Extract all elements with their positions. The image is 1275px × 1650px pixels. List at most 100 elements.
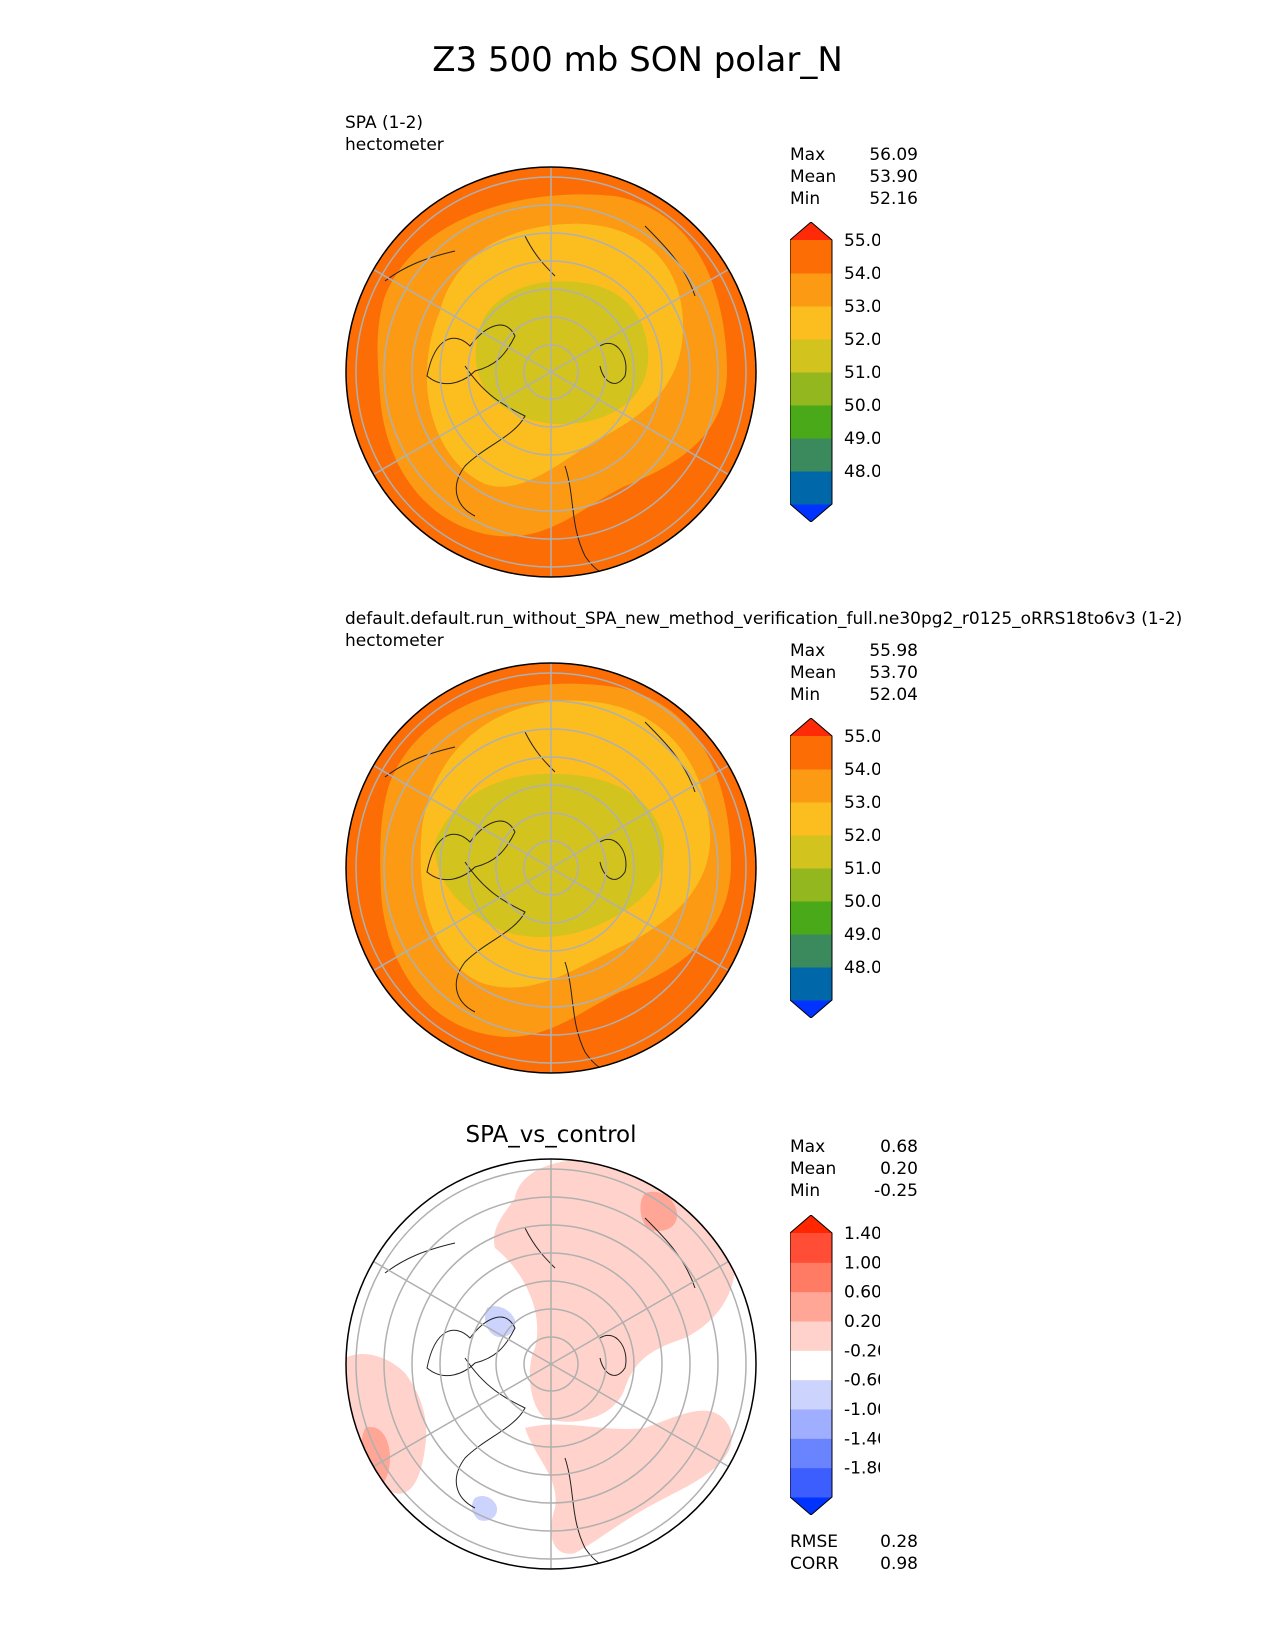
colorbar-tick-label: 1.40 — [844, 1224, 880, 1244]
colorbar-tick-label: 55.0 — [844, 727, 880, 747]
stat-label: Min — [790, 189, 821, 209]
colorbar-tick-label: -0.60 — [844, 1371, 880, 1391]
z3-band-52 — [475, 281, 649, 425]
colorbar-tick-label: 55.0 — [844, 231, 880, 251]
coastlines — [384, 225, 696, 577]
graticule — [355, 1159, 747, 1569]
stat-value: 53.90 — [869, 167, 918, 187]
colorbar-segment — [790, 1350, 832, 1381]
stat-label: Mean — [790, 167, 837, 187]
colorbar-extend-bottom — [790, 504, 832, 522]
colorbar-tick-label: 49.0 — [844, 925, 880, 945]
colorbar-tick-label: -0.20 — [844, 1341, 880, 1361]
stat-value: 52.16 — [869, 189, 918, 209]
panel-3-title: SPA_vs_control — [465, 1122, 637, 1148]
panel-1-title: SPA (1-2) — [345, 113, 424, 133]
colorbar-tick-label: 50.0 — [844, 892, 880, 912]
colorbar-segment — [790, 1291, 832, 1322]
panel-1-stats: Max 56.09 Mean 53.90 Min 52.16 — [790, 144, 918, 210]
colorbar-segment — [790, 1262, 832, 1293]
colorbar-tick-label: -1.00 — [844, 1400, 880, 1420]
panel-3-stats: Max 0.68 Mean 0.20 Min -0.25 — [790, 1136, 918, 1202]
colorbar-segment — [790, 967, 832, 1001]
colorbar-segment — [790, 1438, 832, 1469]
colorbar-tick-label: 0.20 — [844, 1312, 880, 1332]
colorbar-segment — [790, 339, 832, 373]
colorbar-tick-label: 51.0 — [844, 363, 880, 383]
colorbar-segment — [790, 405, 832, 439]
colorbar-outline — [790, 1215, 833, 1515]
stat-value: 56.09 — [869, 145, 918, 165]
diff-band-060-north — [640, 1191, 678, 1231]
colorbar-tick-label: 50.0 — [844, 396, 880, 416]
panel-2-map — [345, 662, 757, 1074]
panel-3-metrics: RMSE 0.28 CORR 0.98 — [790, 1531, 918, 1575]
stat-label: Mean — [790, 663, 837, 683]
stat-value: -0.25 — [874, 1181, 918, 1201]
stat-value: 0.68 — [880, 1137, 918, 1157]
panel-1-colorbar: 48.049.050.051.052.053.054.055.056.0 — [790, 222, 880, 522]
diff-band-positive-south — [525, 1410, 732, 1554]
colorbar-extend-top — [790, 1215, 832, 1233]
colorbar-tick-label: 48.0 — [844, 958, 880, 978]
graticule — [355, 167, 747, 577]
coastlines — [384, 721, 696, 1073]
colorbar-segment — [790, 736, 832, 770]
colorbar-extend-bottom — [790, 1497, 832, 1515]
colorbar-tick-label: 0.60 — [844, 1283, 880, 1303]
metric-value: 0.28 — [880, 1532, 918, 1552]
stat-label: Min — [790, 1181, 821, 1201]
stat-label: Min — [790, 685, 821, 705]
colorbar-tick-label: 53.0 — [844, 793, 880, 813]
colorbar-segment — [790, 306, 832, 340]
colorbar-segment — [790, 901, 832, 935]
panel-2-stats: Max 55.98 Mean 53.70 Min 52.04 — [790, 640, 918, 706]
colorbar-segment — [790, 240, 832, 274]
colorbar-extend-top — [790, 718, 832, 736]
panel-2-title-block: default.default.run_without_SPA_new_meth… — [345, 608, 1182, 652]
colorbar-tick-label: -1.80 — [844, 1459, 880, 1479]
colorbar-segment — [790, 868, 832, 902]
panel-2-colorbar: 48.049.050.051.052.053.054.055.056.0 — [790, 718, 880, 1018]
stat-value: 0.20 — [880, 1159, 918, 1179]
metric-label: CORR — [790, 1554, 839, 1574]
colorbar-tick-label: 51.0 — [844, 859, 880, 879]
colorbar-outline — [790, 718, 833, 1018]
colorbar-tick-label: -1.40 — [844, 1429, 880, 1449]
graticule — [355, 663, 747, 1073]
colorbar-tick-label: 52.0 — [844, 330, 880, 350]
colorbar-segment — [790, 1321, 832, 1351]
map-boundary — [345, 662, 757, 1074]
colorbar-segment — [790, 1467, 832, 1498]
colorbar-segment — [790, 769, 832, 803]
panel-3-colorbar: -1.80 -1.40 -1.00 -0.60 -0.20 0.20 0.60 1.00 1.4… — [790, 1215, 880, 1515]
colorbar-segment — [790, 438, 832, 472]
stat-value: 52.04 — [869, 685, 918, 705]
colorbar-tick-label: 54.0 — [844, 264, 880, 284]
map-boundary — [345, 1158, 757, 1570]
stat-value: 53.70 — [869, 663, 918, 683]
colorbar-segment — [790, 471, 832, 505]
stat-label: Max — [790, 641, 826, 661]
colorbar-segment — [790, 802, 832, 836]
map-boundary — [345, 166, 757, 578]
colorbar-segment — [790, 934, 832, 968]
panel-3-map — [345, 1158, 757, 1570]
colorbar-tick-label: 48.0 — [844, 462, 880, 482]
panel-1-title-block: SPA (1-2) hectometer — [345, 112, 444, 156]
panel-2-title: default.default.run_without_SPA_new_meth… — [345, 609, 1183, 629]
metric-label: RMSE — [790, 1532, 839, 1552]
colorbar-tick-label: 53.0 — [844, 297, 880, 317]
colorbar-tick-label: 49.0 — [844, 429, 880, 449]
colorbar-segment — [790, 1233, 832, 1263]
panel-1-units: hectometer — [345, 135, 444, 155]
metric-value: 0.98 — [880, 1554, 918, 1574]
stat-label: Max — [790, 1137, 826, 1157]
colorbar-extend-top — [790, 222, 832, 240]
colorbar-segment — [790, 1379, 832, 1410]
stat-label: Mean — [790, 1159, 837, 1179]
colorbar-segment — [790, 372, 832, 406]
figure-title: Z3 500 mb SON polar_N — [432, 40, 843, 80]
colorbar-extend-bottom — [790, 1000, 832, 1018]
panel-2-units: hectometer — [345, 631, 444, 651]
